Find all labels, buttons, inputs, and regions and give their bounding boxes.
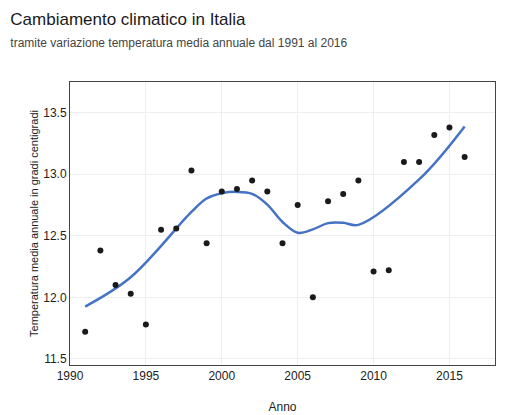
svg-text:13.5: 13.5 (43, 106, 67, 120)
svg-text:2000: 2000 (208, 369, 235, 383)
svg-text:1995: 1995 (133, 369, 160, 383)
svg-text:1990: 1990 (57, 369, 84, 383)
svg-text:13.0: 13.0 (43, 167, 67, 181)
svg-text:12.5: 12.5 (43, 229, 67, 243)
svg-text:11.5: 11.5 (44, 352, 67, 366)
svg-text:12.0: 12.0 (43, 291, 67, 305)
svg-text:2015: 2015 (436, 369, 463, 383)
svg-text:Temperatura media annuale in g: Temperatura media annuale in gradi centi… (28, 110, 40, 337)
svg-text:2005: 2005 (284, 369, 311, 383)
svg-text:Anno: Anno (268, 400, 296, 414)
svg-text:2010: 2010 (360, 369, 387, 383)
svg-text:Cambiamento climatico in Itali: Cambiamento climatico in Italiatramite v… (10, 10, 347, 50)
